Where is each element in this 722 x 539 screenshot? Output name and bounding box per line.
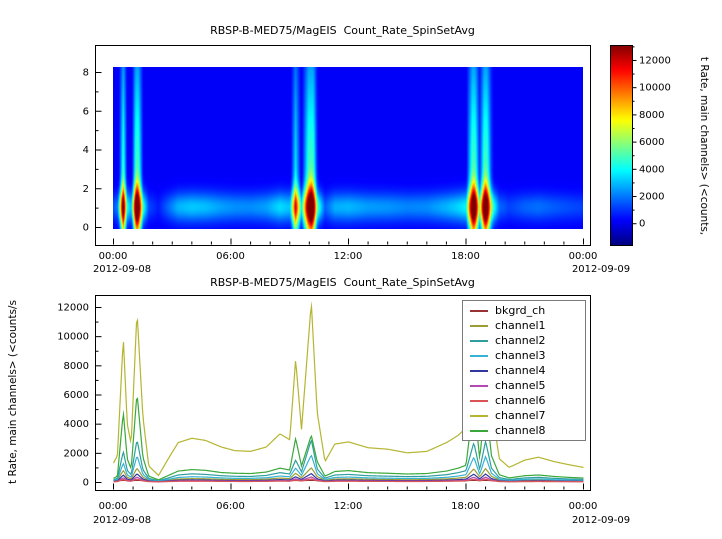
legend-swatch: [470, 354, 488, 357]
legend-swatch: [470, 429, 488, 432]
timeseries-y-axis-label: t Rate, main channels> (<counts/s: [7, 300, 19, 484]
legend-item[interactable]: channel5: [463, 378, 585, 393]
legend-label: channel1: [495, 319, 546, 332]
legend-item[interactable]: channel3: [463, 348, 585, 363]
legend-item[interactable]: channel1: [463, 318, 585, 333]
legend-swatch: [470, 369, 488, 372]
legend-label: channel5: [495, 379, 546, 392]
legend-swatch: [470, 324, 488, 327]
legend-item[interactable]: channel2: [463, 333, 585, 348]
legend-swatch: [470, 399, 488, 402]
legend-label: channel2: [495, 334, 546, 347]
legend-item[interactable]: channel8: [463, 423, 585, 438]
legend-label: channel3: [495, 349, 546, 362]
timeseries-plot[interactable]: [0, 270, 722, 539]
legend-swatch: [470, 414, 488, 417]
legend-item[interactable]: bkgrd_ch: [463, 303, 585, 318]
legend-box: bkgrd_ch channel1 channel2 channel3 channel4…: [462, 300, 586, 441]
legend-item[interactable]: channel4: [463, 363, 585, 378]
timeseries-title: RBSP-B-MED75/MagEIS Count_Rate_SpinSetAv…: [210, 276, 475, 289]
legend-item[interactable]: channel7: [463, 408, 585, 423]
legend-item[interactable]: channel6: [463, 393, 585, 408]
legend-swatch: [470, 384, 488, 387]
legend-swatch: [470, 309, 488, 312]
spectrogram-title: RBSP-B-MED75/MagEIS Count_Rate_SpinSetAv…: [210, 24, 475, 37]
legend-label: channel4: [495, 364, 546, 377]
colorbar-axis-label: t Rate, main channels> (<counts,: [698, 56, 710, 236]
legend-label: channel8: [495, 424, 546, 437]
legend-label: bkgrd_ch: [495, 304, 546, 317]
legend-label: channel7: [495, 409, 546, 422]
legend-swatch: [470, 339, 488, 342]
legend-label: channel6: [495, 394, 546, 407]
spectrogram-plot[interactable]: [0, 0, 722, 280]
